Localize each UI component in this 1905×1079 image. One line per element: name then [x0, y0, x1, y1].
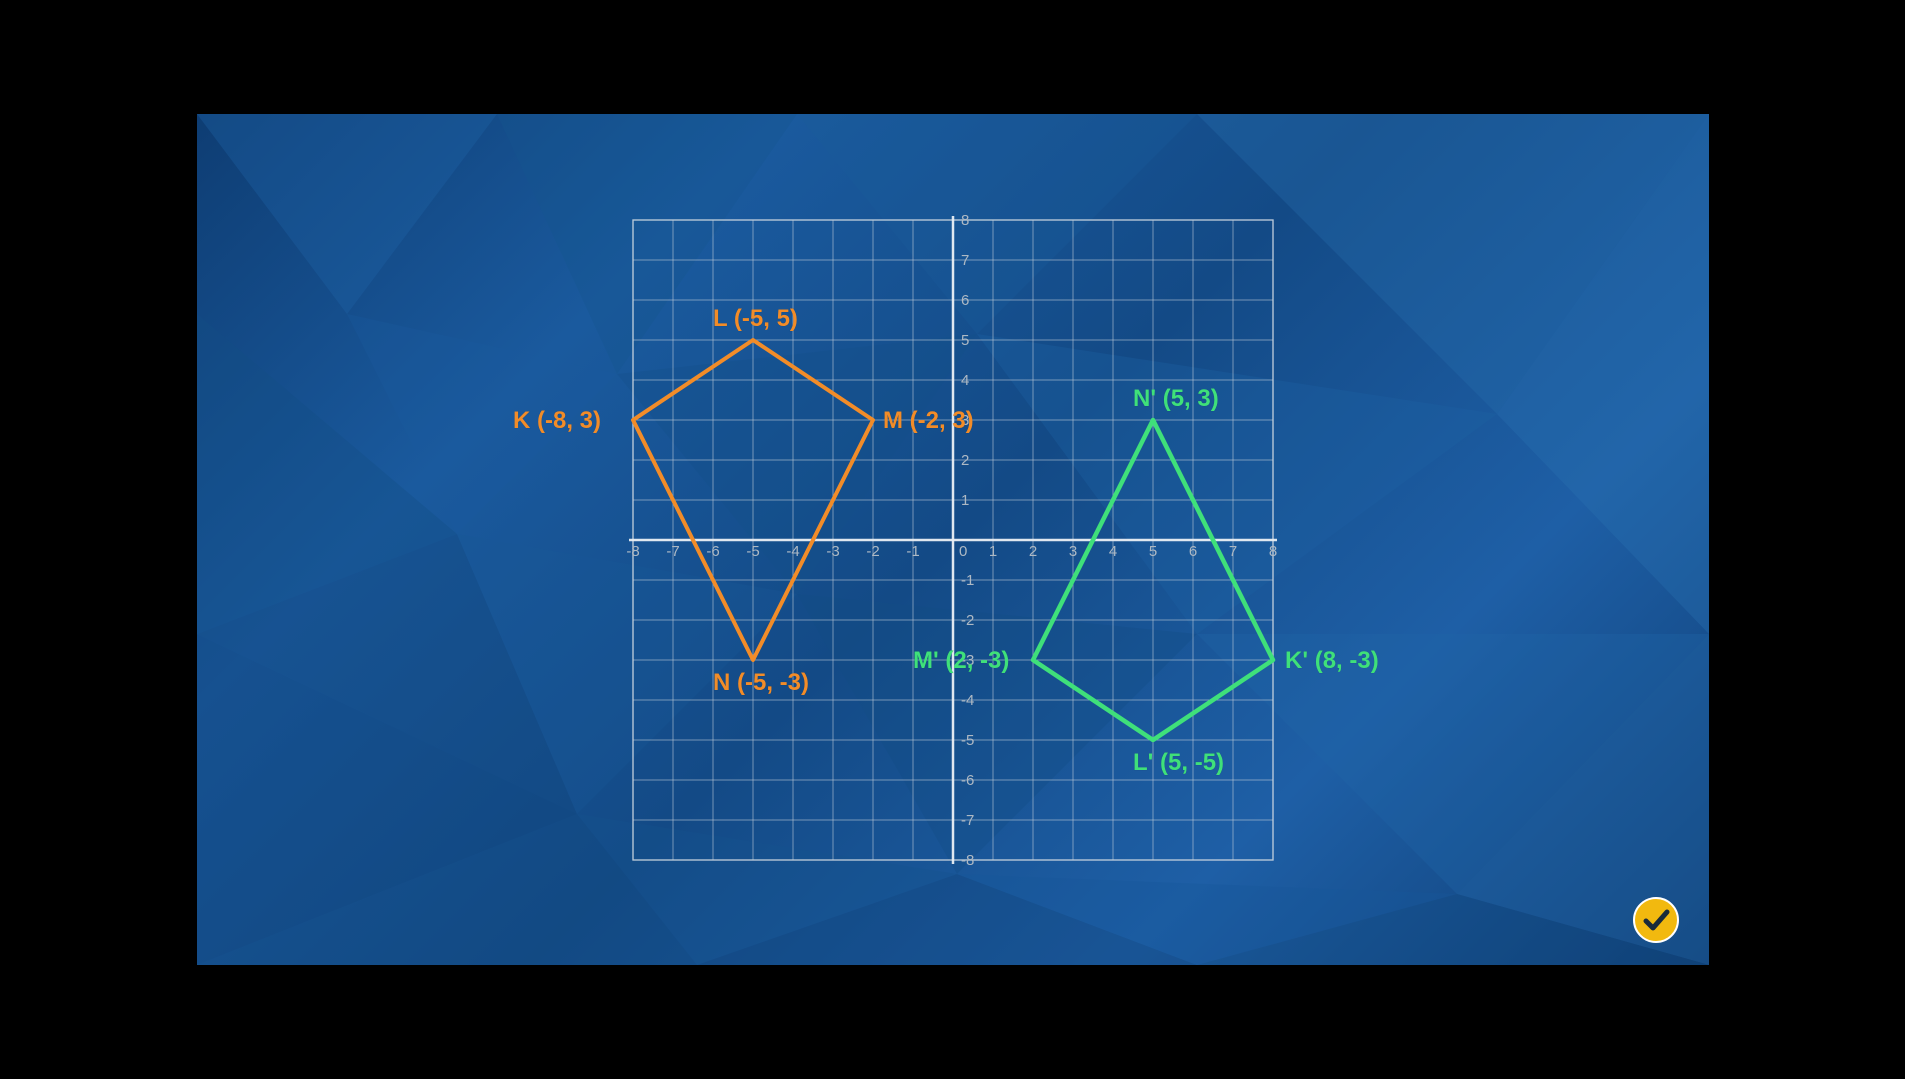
x-tick-label: -6 [706, 543, 719, 560]
x-tick-label: -2 [866, 543, 879, 560]
y-tick-label: 5 [961, 332, 969, 349]
x-tick-label: 3 [1068, 543, 1076, 560]
y-tick-label: -8 [961, 852, 974, 869]
x-tick-label: -5 [746, 543, 759, 560]
checkmark-badge-icon [1633, 897, 1679, 943]
x-tick-label: -7 [666, 543, 679, 560]
y-tick-label: -4 [961, 692, 974, 709]
y-tick-label: -7 [961, 812, 974, 829]
point-label-M: M (-2, 3) [883, 407, 974, 434]
x-tick-label: 2 [1028, 543, 1036, 560]
y-tick-label: 1 [961, 492, 969, 509]
y-tick-label: 7 [961, 252, 969, 269]
y-tick-label: -6 [961, 772, 974, 789]
x-tick-label: 7 [1228, 543, 1236, 560]
point-label-Mp: M' (2, -3) [913, 647, 1009, 674]
point-label-Kp: K' (8, -3) [1285, 647, 1379, 674]
y-tick-label: 4 [961, 372, 969, 389]
letterbox-container: -8-7-6-5-4-3-2-101234567812345678-1-2-3-… [0, 0, 1905, 1079]
point-label-L: L (-5, 5) [713, 305, 798, 332]
x-tick-label: 0 [959, 543, 967, 560]
point-label-Np: N' (5, 3) [1133, 385, 1219, 412]
point-label-Lp: L' (5, -5) [1133, 749, 1224, 776]
y-tick-label: -2 [961, 612, 974, 629]
y-tick-label: 6 [961, 292, 969, 309]
x-tick-label: -4 [786, 543, 799, 560]
x-tick-label: -1 [906, 543, 919, 560]
x-tick-label: -8 [626, 543, 639, 560]
x-tick-label: 4 [1108, 543, 1116, 560]
x-tick-label: 5 [1148, 543, 1156, 560]
x-tick-label: -3 [826, 543, 839, 560]
y-tick-label: -5 [961, 732, 974, 749]
coordinate-plane-chart: -8-7-6-5-4-3-2-101234567812345678-1-2-3-… [493, 180, 1413, 900]
x-tick-label: 8 [1268, 543, 1276, 560]
y-tick-label: 8 [961, 212, 969, 229]
x-tick-label: 6 [1188, 543, 1196, 560]
point-label-K: K (-8, 3) [513, 407, 601, 434]
y-tick-label: -1 [961, 572, 974, 589]
x-tick-label: 1 [988, 543, 996, 560]
slide-stage: -8-7-6-5-4-3-2-101234567812345678-1-2-3-… [197, 114, 1709, 965]
point-label-N: N (-5, -3) [713, 669, 809, 696]
y-tick-label: 2 [961, 452, 969, 469]
